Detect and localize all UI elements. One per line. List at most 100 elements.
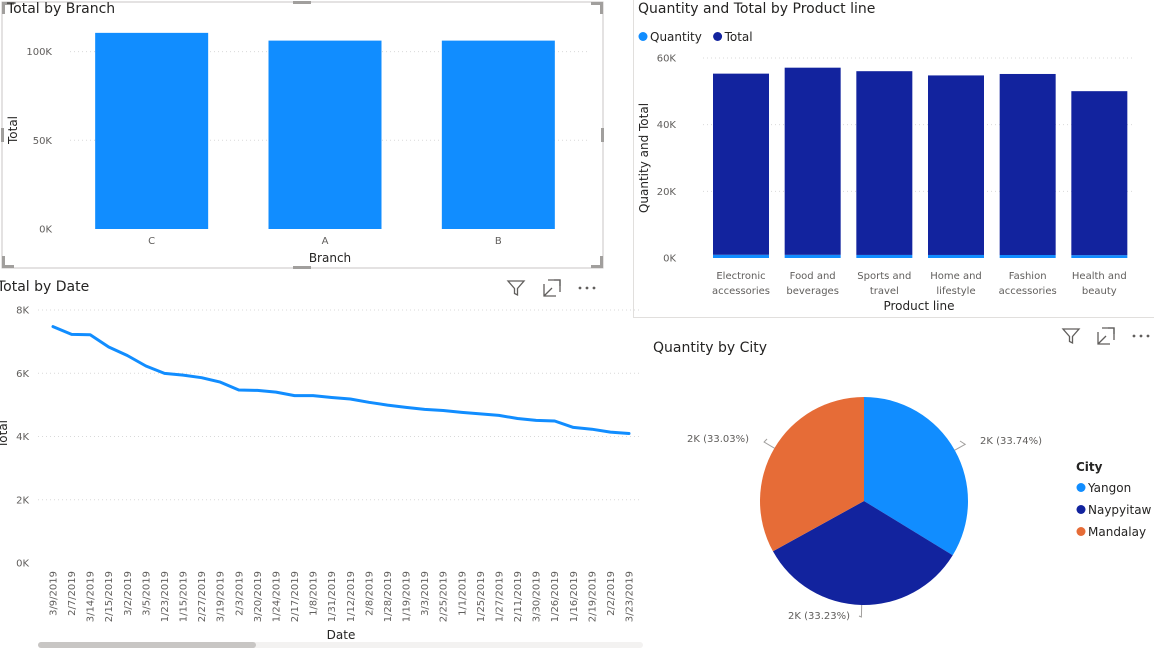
x-tick-label: 1/28/2019: [383, 571, 394, 622]
x-tick-label: accessories: [712, 286, 770, 297]
x-tick-label: 2/11/2019: [513, 571, 524, 622]
bar-segment-quantity: [713, 255, 769, 258]
branch-bar-chart: 0K 50K 100K C A B Branch Total: [0, 0, 605, 270]
horizontal-scrollbar-thumb[interactable]: [38, 642, 256, 648]
data-label: 2K (33.03%): [687, 434, 749, 445]
x-tick-label: Electronic: [716, 271, 765, 282]
legend-title: City: [1076, 460, 1103, 474]
x-tick-label: B: [495, 236, 502, 247]
x-tick-label: 3/19/2019: [216, 571, 227, 622]
legend-label: Yangon: [1087, 481, 1131, 495]
x-tick-label: Home and: [930, 271, 982, 282]
visual-divider: [633, 0, 634, 318]
x-tick-label: 2/2/2019: [606, 571, 617, 616]
focus-mode-icon[interactable]: [1096, 326, 1116, 346]
x-tick-label: 1/27/2019: [494, 571, 505, 622]
legend-marker: [1077, 527, 1086, 536]
x-tick-label: 2/25/2019: [439, 571, 450, 622]
y-tick-label: 0K: [663, 254, 676, 265]
leader-line: [764, 439, 774, 448]
x-tick-label: 1/8/2019: [309, 571, 320, 616]
x-tick-label: Food and: [790, 271, 836, 282]
y-tick-label: 50K: [33, 136, 53, 147]
y-tick-label: 4K: [16, 432, 29, 443]
y-tick-label: 2K: [16, 495, 29, 506]
legend-label: Mandalay: [1088, 525, 1146, 539]
branch-chart-title: Total by Branch: [7, 1, 115, 17]
series-line-total: [53, 327, 629, 434]
city-chart-visual[interactable]: Quantity by City 2K (33.74%) 2K (33.23%) 2…: [633, 320, 1154, 656]
x-tick-label: 1/25/2019: [476, 571, 487, 622]
more-options-icon[interactable]: [1131, 326, 1151, 346]
bar-segment-total: [713, 74, 769, 255]
city-pie-chart: 2K (33.74%) 2K (33.23%) 2K (33.03%) City Yan…: [633, 320, 1154, 656]
date-line-chart: 0K 2K 4K 6K 8K 3/9/2019 2/7/2019 3/14/2019 2/15/…: [0, 272, 650, 656]
bar-segment-total: [856, 71, 912, 255]
x-tick-label: 1/24/2019: [271, 571, 282, 622]
x-tick-label: 2/7/2019: [67, 571, 78, 616]
x-axis-title: Date: [327, 628, 356, 642]
bar-segment-total: [785, 68, 841, 255]
x-tick-label: lifestyle: [936, 286, 975, 297]
x-tick-label: beverages: [786, 286, 839, 297]
x-tick-label: beauty: [1082, 286, 1117, 297]
bar-segment-quantity: [1000, 255, 1056, 258]
x-tick-label: 1/1/2019: [457, 571, 468, 616]
legend-label: Total: [724, 30, 753, 44]
leader-line: [955, 441, 965, 450]
filter-icon[interactable]: [1061, 326, 1081, 346]
x-tick-label: 3/2/2019: [123, 571, 134, 616]
leader-line: [859, 605, 862, 617]
bar-A: [269, 41, 382, 229]
x-tick-label: C: [148, 236, 155, 247]
x-tick-label: 1/19/2019: [402, 571, 413, 622]
bar-segment-total: [1071, 91, 1127, 255]
branch-chart-visual[interactable]: Total by Branch 0K 50K 100K C A B Branch Total: [0, 0, 605, 270]
x-axis-title: Product line: [883, 299, 954, 313]
x-axis-title: Branch: [309, 251, 351, 265]
legend-marker: [713, 32, 722, 41]
bar-B: [442, 41, 555, 229]
x-tick-label: accessories: [999, 286, 1057, 297]
filter-icon[interactable]: [506, 278, 526, 298]
y-axis-title: Quantity and Total: [637, 103, 651, 213]
productline-stacked-bar-chart: Quantity Total 0K 20K 40K 60K Electronic access…: [633, 0, 1154, 318]
productline-chart-visual[interactable]: Quantity and Total by Product line Quant…: [633, 0, 1154, 318]
y-tick-label: 20K: [657, 187, 677, 198]
x-tick-label: 3/9/2019: [49, 571, 60, 616]
x-tick-label: 2/8/2019: [364, 571, 375, 616]
y-tick-label: 8K: [16, 306, 29, 317]
y-tick-label: 6K: [16, 369, 29, 380]
y-tick-label: 40K: [657, 120, 677, 131]
date-chart-title: Total by Date: [0, 279, 89, 295]
y-tick-label: 100K: [26, 47, 52, 58]
x-tick-label: 3/5/2019: [141, 571, 152, 616]
y-axis-title: Total: [0, 420, 10, 449]
legend-label: Naypyitaw: [1088, 503, 1152, 517]
bar-C: [95, 33, 208, 229]
x-tick-label: 3/20/2019: [253, 571, 264, 622]
bar-segment-total: [1000, 74, 1056, 255]
bar-segment-quantity: [928, 255, 984, 258]
more-options-icon[interactable]: [577, 278, 597, 298]
legend-label: Quantity: [650, 30, 702, 44]
x-tick-label: 3/3/2019: [420, 571, 431, 616]
x-tick-label: 1/15/2019: [179, 571, 190, 622]
legend-marker: [1077, 505, 1086, 514]
data-label: 2K (33.23%): [788, 611, 850, 622]
x-tick-label: 2/27/2019: [197, 571, 208, 622]
y-axis-title: Total: [6, 116, 20, 145]
x-tick-label: Health and: [1072, 271, 1127, 282]
x-tick-label: A: [322, 236, 329, 247]
bar-segment-quantity: [856, 255, 912, 258]
date-chart-visual[interactable]: Total by Date 0K 2K 4K 6K 8K 3/9/2019 2/7/2019…: [0, 272, 650, 656]
x-tick-label: 1/26/2019: [550, 571, 561, 622]
y-tick-label: 0K: [16, 559, 29, 570]
x-tick-label: 2/3/2019: [234, 571, 245, 616]
x-tick-label: 2/15/2019: [104, 571, 115, 622]
data-label: 2K (33.74%): [980, 436, 1042, 447]
focus-mode-icon[interactable]: [542, 278, 562, 298]
x-tick-label: 3/30/2019: [532, 571, 543, 622]
legend-marker: [1077, 483, 1086, 492]
x-tick-label: travel: [870, 286, 899, 297]
